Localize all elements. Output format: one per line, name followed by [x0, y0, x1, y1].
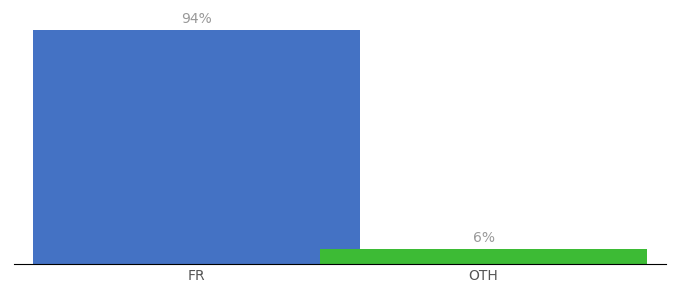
Bar	[320, 249, 647, 264]
Text: 94%: 94%	[181, 12, 211, 26]
Bar	[33, 30, 360, 264]
Text: 6%: 6%	[473, 231, 494, 245]
